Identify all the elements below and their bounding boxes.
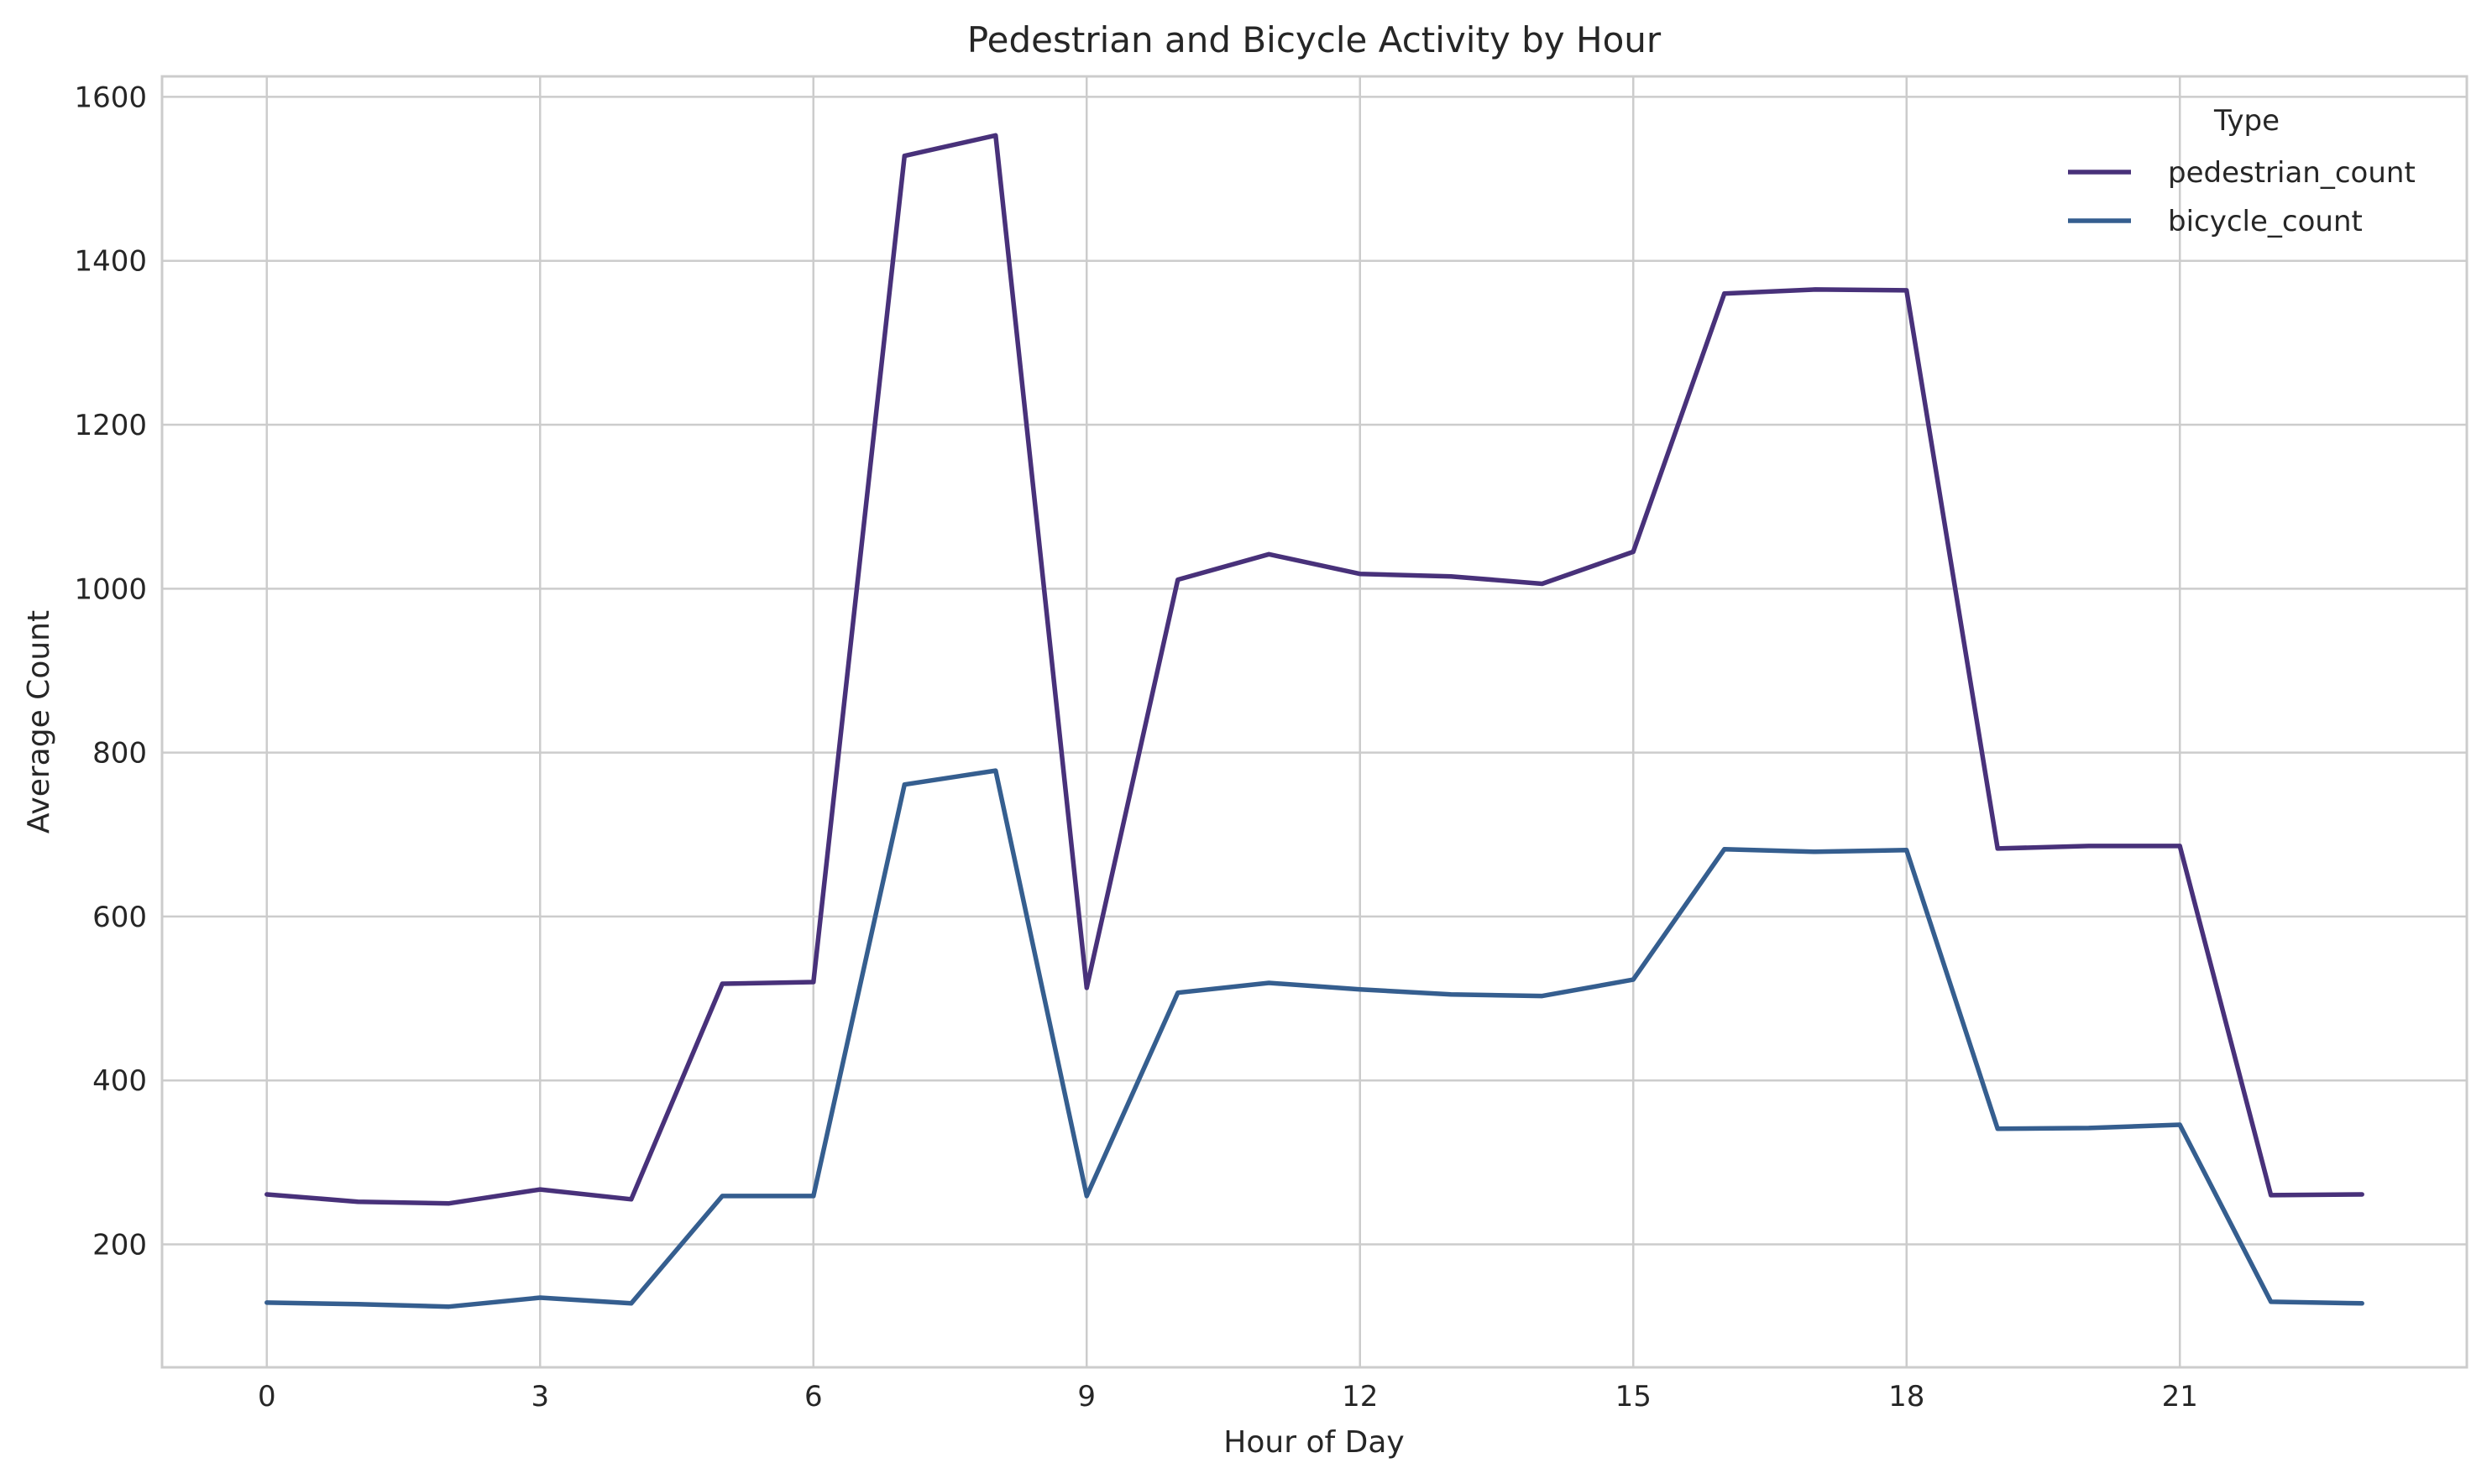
y-tick-labels: 200 400 600 800 1000 1200 1400 1600 <box>74 81 147 1262</box>
chart-title: Pedestrian and Bicycle Activity by Hour <box>967 19 1662 60</box>
grid <box>162 76 2467 1367</box>
x-tick-label: 3 <box>531 1380 549 1413</box>
x-tick-label: 12 <box>1342 1380 1378 1413</box>
legend-item: pedestrian_count <box>2068 156 2416 190</box>
series-lines <box>264 133 2364 1309</box>
legend-title: Type <box>2213 104 2280 138</box>
legend-item: bicycle_count <box>2068 205 2363 238</box>
x-tick-label: 15 <box>1615 1380 1652 1413</box>
legend-label: bicycle_count <box>2168 205 2363 238</box>
y-tick-label: 1200 <box>74 409 147 442</box>
y-tick-label: 800 <box>92 737 147 771</box>
x-tick-label: 21 <box>2162 1380 2198 1413</box>
y-tick-label: 1000 <box>74 572 147 606</box>
x-tick-label: 9 <box>1077 1380 1096 1413</box>
x-axis-label: Hour of Day <box>1223 1425 1404 1460</box>
legend: Type pedestrian_count bicycle_count <box>2068 104 2416 238</box>
series-line-pedestrian-count <box>264 133 2364 1206</box>
y-tick-label: 600 <box>92 901 147 934</box>
y-tick-label: 1400 <box>74 245 147 279</box>
x-tick-label: 18 <box>1888 1380 1924 1413</box>
x-tick-labels: 0 3 6 9 12 15 18 21 <box>258 1380 2198 1413</box>
x-tick-label: 6 <box>804 1380 823 1413</box>
y-axis-label: Average Count <box>22 610 56 833</box>
y-tick-label: 400 <box>92 1064 147 1098</box>
x-tick-label: 0 <box>258 1380 276 1413</box>
series-line-bicycle-count <box>264 768 2364 1309</box>
legend-label: pedestrian_count <box>2168 156 2416 190</box>
plot-frame <box>160 75 2468 1369</box>
y-tick-label: 200 <box>92 1229 147 1262</box>
y-tick-label: 1600 <box>74 81 147 114</box>
